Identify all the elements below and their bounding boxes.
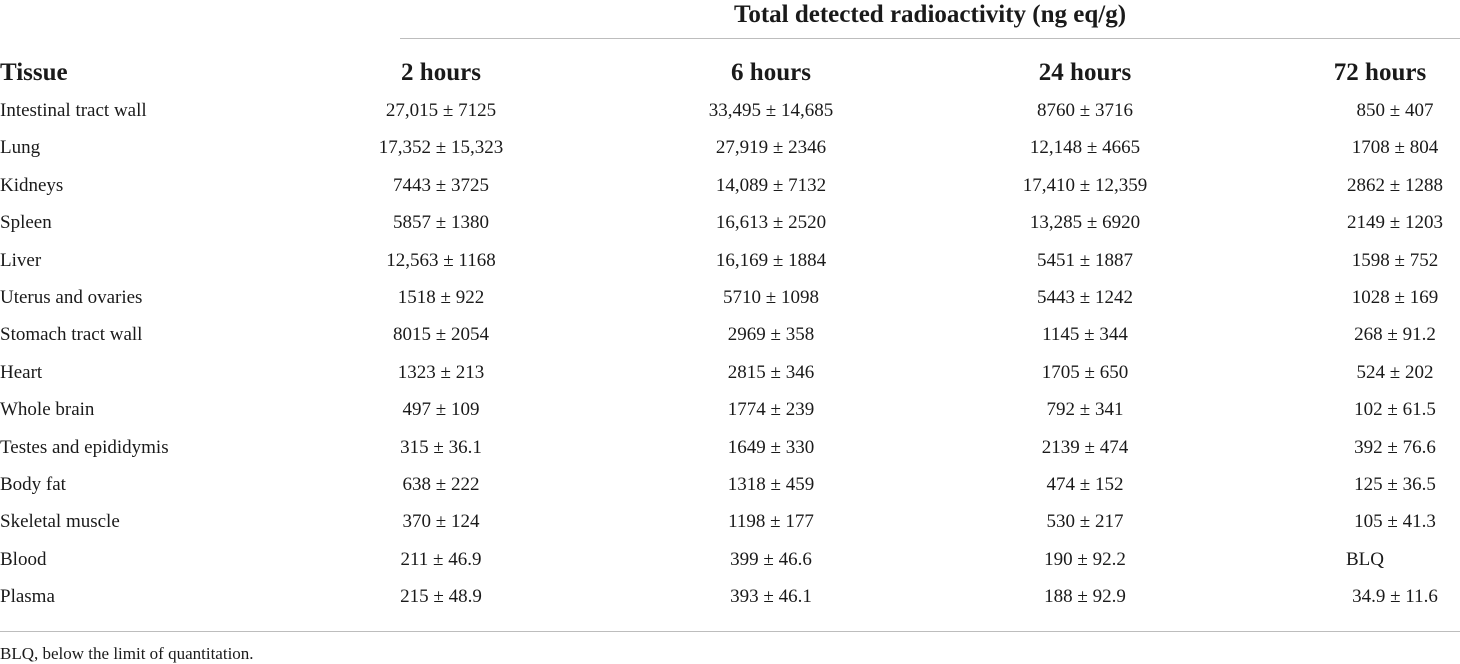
- value-72h-cell: 2149 ± 1203: [1347, 212, 1443, 234]
- value-72h-cell: BLQ: [1346, 548, 1384, 570]
- spanning-header: Total detected radioactivity (ng eq/g): [733, 1, 1127, 28]
- value-72h-cell: 102 ± 61.5: [1354, 399, 1436, 421]
- value-72h-cell: 850 ± 407: [1356, 100, 1434, 121]
- table-row: Uterus and ovaries 1518 ± 922 5710 ± 109…: [0, 279, 1460, 316]
- value-24h-cell: 1705 ± 650: [1041, 361, 1129, 383]
- table-footnote: BLQ, below the limit of quantitation.: [0, 644, 254, 663]
- value-6h-cell: 1774 ± 239: [727, 399, 815, 421]
- tissue-cell: Skeletal muscle: [0, 511, 120, 533]
- value-2h-cell: 215 ± 48.9: [400, 586, 482, 608]
- value-6h-cell: 5710 ± 1098: [723, 286, 819, 308]
- value-2h-cell: 638 ± 222: [402, 473, 480, 495]
- value-6h-cell: 14,089 ± 7132: [715, 174, 827, 196]
- table-row: Skeletal muscle 370 ± 124 1198 ± 177 530…: [0, 503, 1460, 540]
- tissue-cell: Spleen: [0, 212, 52, 234]
- value-24h-cell: 2139 ± 474: [1041, 436, 1129, 458]
- value-6h-cell: 16,169 ± 1884: [715, 249, 827, 271]
- tissue-cell: Stomach tract wall: [0, 324, 143, 346]
- value-2h-cell: 370 ± 124: [402, 511, 480, 533]
- value-72h-cell: 2862 ± 1288: [1347, 174, 1443, 196]
- value-24h-cell: 12,148 ± 4665: [1029, 137, 1141, 159]
- value-72h-cell: 1708 ± 804: [1351, 137, 1439, 159]
- spanning-header-rule: [400, 38, 1460, 39]
- column-header-6-hours: 6 hours: [731, 59, 811, 86]
- value-24h-cell: 190 ± 92.2: [1044, 548, 1126, 570]
- value-2h-cell: 17,352 ± 15,323: [378, 137, 504, 159]
- value-6h-cell: 1198 ± 177: [728, 511, 814, 533]
- tissue-cell: Blood: [0, 548, 47, 570]
- value-2h-cell: 211 ± 46.9: [400, 548, 482, 570]
- value-2h-cell: 27,015 ± 7125: [385, 100, 497, 121]
- table-bottom-rule: [0, 631, 1460, 632]
- table-row: Plasma 215 ± 48.9 393 ± 46.1 188 ± 92.9 …: [0, 578, 1460, 615]
- value-2h-cell: 7443 ± 3725: [393, 174, 489, 196]
- value-24h-cell: 17,410 ± 12,359: [1022, 174, 1148, 196]
- value-6h-cell: 1649 ± 330: [727, 436, 815, 458]
- tissue-cell: Plasma: [0, 586, 55, 608]
- tissue-cell: Heart: [0, 361, 43, 383]
- value-2h-cell: 1518 ± 922: [397, 286, 485, 308]
- table-row: Kidneys 7443 ± 3725 14,089 ± 7132 17,410…: [0, 167, 1460, 204]
- tissue-cell: Testes and epididymis: [0, 436, 169, 458]
- table-row: Whole brain 497 ± 109 1774 ± 239 792 ± 3…: [0, 391, 1460, 428]
- value-2h-cell: 1323 ± 213: [397, 361, 485, 383]
- value-2h-cell: 497 ± 109: [402, 399, 480, 421]
- value-72h-cell: 34.9 ± 11.6: [1352, 586, 1438, 608]
- value-24h-cell: 13,285 ± 6920: [1029, 212, 1141, 234]
- column-header-24-hours: 24 hours: [1038, 59, 1132, 86]
- column-header-72-hours: 72 hours: [1333, 59, 1427, 86]
- value-72h-cell: 1028 ± 169: [1351, 286, 1439, 308]
- value-72h-cell: 524 ± 202: [1356, 361, 1434, 383]
- table-row: Spleen 5857 ± 1380 16,613 ± 2520 13,285 …: [0, 204, 1460, 241]
- table-row: Stomach tract wall 8015 ± 2054 2969 ± 35…: [0, 316, 1460, 353]
- tissue-cell: Body fat: [0, 473, 66, 495]
- value-72h-cell: 392 ± 76.6: [1354, 436, 1436, 458]
- value-72h-cell: 268 ± 91.2: [1354, 324, 1436, 346]
- value-72h-cell: 125 ± 36.5: [1354, 473, 1436, 495]
- value-24h-cell: 5451 ± 1887: [1037, 249, 1133, 271]
- tissue-cell: Intestinal tract wall: [0, 100, 147, 121]
- value-72h-cell: 105 ± 41.3: [1354, 511, 1436, 533]
- value-6h-cell: 399 ± 46.6: [730, 548, 812, 570]
- table-row: Heart 1323 ± 213 2815 ± 346 1705 ± 650 5…: [0, 354, 1460, 391]
- value-2h-cell: 12,563 ± 1168: [386, 249, 496, 271]
- value-2h-cell: 8015 ± 2054: [393, 324, 489, 346]
- value-24h-cell: 8760 ± 3716: [1037, 100, 1133, 121]
- value-6h-cell: 1318 ± 459: [727, 473, 815, 495]
- table-row: Lung 17,352 ± 15,323 27,919 ± 2346 12,14…: [0, 129, 1460, 166]
- table-row: Testes and epididymis 315 ± 36.1 1649 ± …: [0, 429, 1460, 466]
- value-72h-cell: 1598 ± 752: [1351, 249, 1439, 271]
- table-row: Body fat 638 ± 222 1318 ± 459 474 ± 152 …: [0, 466, 1460, 503]
- value-6h-cell: 2969 ± 358: [727, 324, 815, 346]
- table-row: Liver 12,563 ± 1168 16,169 ± 1884 5451 ±…: [0, 242, 1460, 279]
- value-2h-cell: 315 ± 36.1: [400, 436, 482, 458]
- value-24h-cell: 792 ± 341: [1046, 399, 1124, 421]
- value-2h-cell: 5857 ± 1380: [393, 212, 489, 234]
- column-header-tissue: Tissue: [0, 59, 68, 86]
- value-6h-cell: 27,919 ± 2346: [715, 137, 827, 159]
- tissue-cell: Liver: [0, 249, 42, 271]
- value-6h-cell: 393 ± 46.1: [730, 586, 812, 608]
- tissue-cell: Lung: [0, 137, 41, 159]
- tissue-cell: Kidneys: [0, 174, 64, 196]
- table-row: Blood 211 ± 46.9 399 ± 46.6 190 ± 92.2 B…: [0, 541, 1460, 578]
- table-row: Intestinal tract wall 27,015 ± 7125 33,4…: [0, 92, 1460, 129]
- value-24h-cell: 5443 ± 1242: [1037, 286, 1133, 308]
- value-6h-cell: 16,613 ± 2520: [715, 212, 827, 234]
- value-24h-cell: 1145 ± 344: [1042, 324, 1128, 346]
- value-6h-cell: 33,495 ± 14,685: [708, 100, 834, 121]
- value-24h-cell: 530 ± 217: [1046, 511, 1124, 533]
- table-body: Intestinal tract wall 27,015 ± 7125 33,4…: [0, 92, 1460, 615]
- tissue-cell: Whole brain: [0, 399, 95, 421]
- value-24h-cell: 474 ± 152: [1046, 473, 1124, 495]
- column-header-2-hours: 2 hours: [401, 59, 481, 86]
- value-24h-cell: 188 ± 92.9: [1044, 586, 1126, 608]
- value-6h-cell: 2815 ± 346: [727, 361, 815, 383]
- tissue-cell: Uterus and ovaries: [0, 286, 143, 308]
